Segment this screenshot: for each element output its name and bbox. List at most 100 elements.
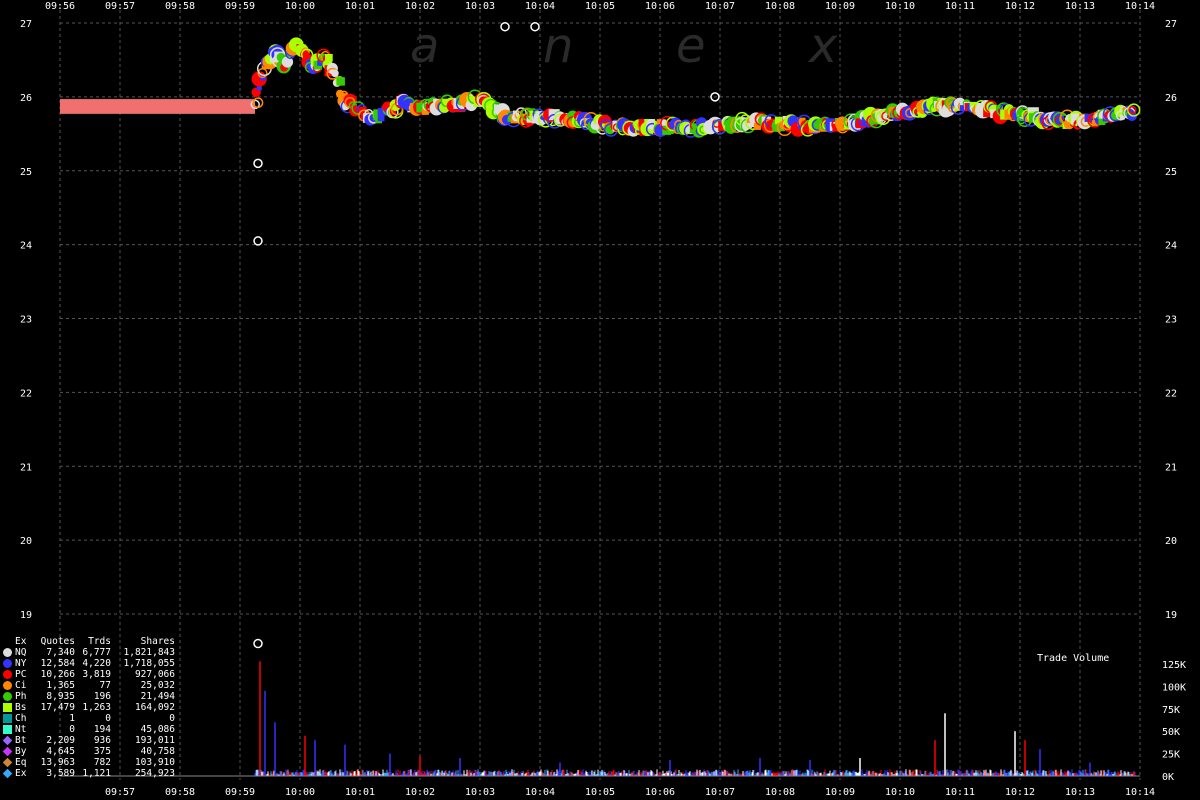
legend-trades: 3,819 — [82, 669, 111, 680]
price-point — [1092, 120, 1098, 126]
price-point — [1094, 112, 1101, 119]
pre-market-band — [60, 99, 255, 114]
legend-quotes: 3,589 — [46, 768, 75, 779]
y-tick-label-right: 21 — [1165, 462, 1177, 473]
legend-quotes: 4,645 — [46, 746, 75, 757]
y-tick-label-left: 25 — [20, 167, 32, 178]
x-tick-label-top: 10:03 — [465, 1, 495, 12]
circle-marker-icon — [3, 681, 12, 690]
legend-header-trades: Trds — [88, 636, 111, 647]
legend-quotes: 17,479 — [40, 702, 75, 713]
legend-trades: 1,263 — [82, 702, 111, 713]
square-marker-icon — [3, 725, 12, 734]
x-tick-label-top: 10:00 — [285, 1, 315, 12]
legend-trades: 0 — [105, 713, 111, 724]
legend-trades: 196 — [93, 691, 111, 702]
x-tick-label-top: 10:10 — [885, 1, 915, 12]
legend-shares: 927,066 — [134, 669, 175, 680]
x-tick-label-top: 10:11 — [945, 1, 975, 12]
circle-marker-icon — [3, 670, 12, 679]
x-tick-label-top: 10:04 — [525, 1, 555, 12]
x-tick-label-bottom: 10:01 — [345, 787, 375, 798]
price-point — [418, 102, 425, 110]
legend-header-shares: Shares — [140, 636, 175, 647]
price-point — [638, 119, 647, 127]
watermark-letter: a — [410, 18, 439, 74]
x-tick-label-bottom: 10:08 — [765, 787, 795, 798]
y-tick-label-left: 22 — [20, 388, 32, 399]
price-point — [1070, 113, 1082, 125]
volume-tick-label: 125K — [1162, 660, 1186, 671]
legend-quotes: 1,365 — [46, 680, 75, 691]
diamond-marker-icon — [2, 757, 13, 768]
volume-tick-label: 100K — [1162, 682, 1186, 693]
legend-quotes: 8,935 — [46, 691, 75, 702]
outlier-point — [500, 21, 510, 32]
x-tick-label-top: 09:59 — [225, 1, 255, 12]
y-tick-label-left: 26 — [20, 93, 32, 104]
price-point — [539, 117, 545, 123]
volume-tick-label: 50K — [1162, 727, 1180, 738]
legend-ex: By — [15, 746, 27, 757]
outlier-point — [530, 21, 540, 32]
y-tick-label-right: 24 — [1165, 241, 1177, 252]
x-tick-label-bottom: 10:07 — [705, 787, 735, 798]
price-point — [317, 60, 324, 66]
x-tick-label-bottom: 09:59 — [225, 787, 255, 798]
legend-quotes: 0 — [69, 724, 75, 735]
legend-shares: 21,494 — [140, 691, 175, 702]
legend-shares: 45,086 — [140, 724, 175, 735]
x-tick-label-top: 10:08 — [765, 1, 795, 12]
y-tick-label-right: 26 — [1165, 93, 1177, 104]
price-point — [256, 85, 262, 91]
legend-trades: 6,777 — [82, 647, 111, 658]
legend-shares: 164,092 — [134, 702, 175, 713]
legend-shares: 103,910 — [134, 757, 175, 768]
outlier-point — [710, 92, 720, 102]
legend-shares: 40,758 — [140, 746, 175, 757]
legend-header-ex: Ex — [15, 636, 27, 647]
circle-marker-icon — [3, 648, 12, 657]
legend-trades: 936 — [93, 735, 111, 746]
square-marker-icon — [3, 703, 12, 712]
legend-shares: 0 — [169, 713, 175, 724]
volume-tick-label: 75K — [1162, 705, 1180, 716]
legend-row-ch: Ch 1 0 0 — [3, 713, 175, 724]
x-tick-label-bottom: 10:13 — [1065, 787, 1095, 798]
legend-trades: 1,121 — [82, 768, 111, 779]
legend-quotes: 13,963 — [40, 757, 75, 768]
volume-title: Trade Volume — [1037, 653, 1109, 664]
x-tick-label-bottom: 10:09 — [825, 787, 855, 798]
watermark-letter: n — [543, 18, 573, 74]
y-tick-label-left: 27 — [20, 19, 32, 30]
price-point — [252, 97, 264, 109]
y-tick-label-left: 19 — [20, 610, 32, 621]
price-point — [741, 117, 752, 128]
legend-ex: Ch — [15, 713, 27, 724]
x-tick-label-bottom: 10:06 — [645, 787, 675, 798]
price-point — [959, 105, 966, 112]
x-tick-label-bottom: 10:04 — [525, 787, 555, 798]
x-tick-label-top: 10:02 — [405, 1, 435, 12]
legend-shares: 254,923 — [134, 768, 175, 779]
legend-trades: 194 — [93, 724, 111, 735]
chart-grid — [59, 10, 1141, 780]
volume-tick-label: 25K — [1162, 750, 1180, 761]
x-tick-label-bottom: 10:03 — [465, 787, 495, 798]
legend-row-ex: Ex 3,589 1,121 254,923 — [2, 768, 175, 779]
diamond-marker-icon — [2, 768, 13, 779]
y-tick-label-right: 23 — [1165, 315, 1177, 326]
legend-ex: Bt — [15, 735, 27, 746]
diamond-marker-icon — [2, 735, 13, 746]
legend-shares: 193,011 — [134, 735, 175, 746]
legend-row-by: By 4,645 375 40,758 — [2, 746, 175, 757]
price-point — [377, 114, 385, 122]
price-points — [250, 21, 1141, 649]
legend-ex: Ci — [15, 680, 27, 691]
x-tick-label-bottom: 10:00 — [285, 787, 315, 798]
outlier-point — [253, 638, 263, 649]
volume-tick-label: 0K — [1162, 772, 1174, 783]
x-tick-label-bottom: 09:58 — [165, 787, 195, 798]
y-tick-label-right: 25 — [1165, 167, 1177, 178]
legend-quotes: 2,209 — [46, 735, 75, 746]
